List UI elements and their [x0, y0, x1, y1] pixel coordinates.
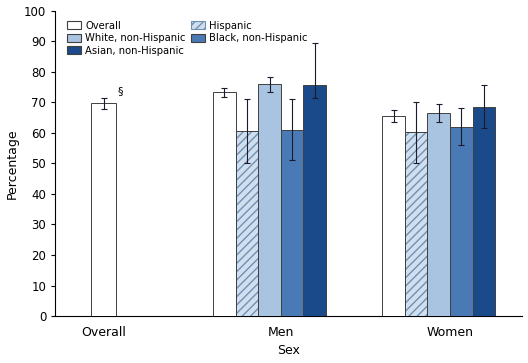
Bar	[213, 93, 236, 316]
Bar	[258, 84, 281, 316]
Bar	[281, 130, 304, 316]
Bar	[450, 127, 473, 316]
Bar	[91, 103, 116, 316]
Y-axis label: Percentage: Percentage	[6, 128, 18, 199]
Bar	[405, 132, 428, 316]
Bar	[236, 131, 258, 316]
Bar	[405, 132, 428, 316]
Bar	[382, 116, 405, 316]
Bar	[304, 85, 326, 316]
Legend: Overall, White, non-Hispanic, Asian, non-Hispanic, Hispanic, Black, non-Hispanic: Overall, White, non-Hispanic, Asian, non…	[65, 19, 309, 58]
Text: §: §	[117, 86, 122, 97]
Bar	[473, 107, 495, 316]
Bar	[236, 131, 258, 316]
X-axis label: Sex: Sex	[278, 344, 300, 358]
Bar	[428, 113, 450, 316]
